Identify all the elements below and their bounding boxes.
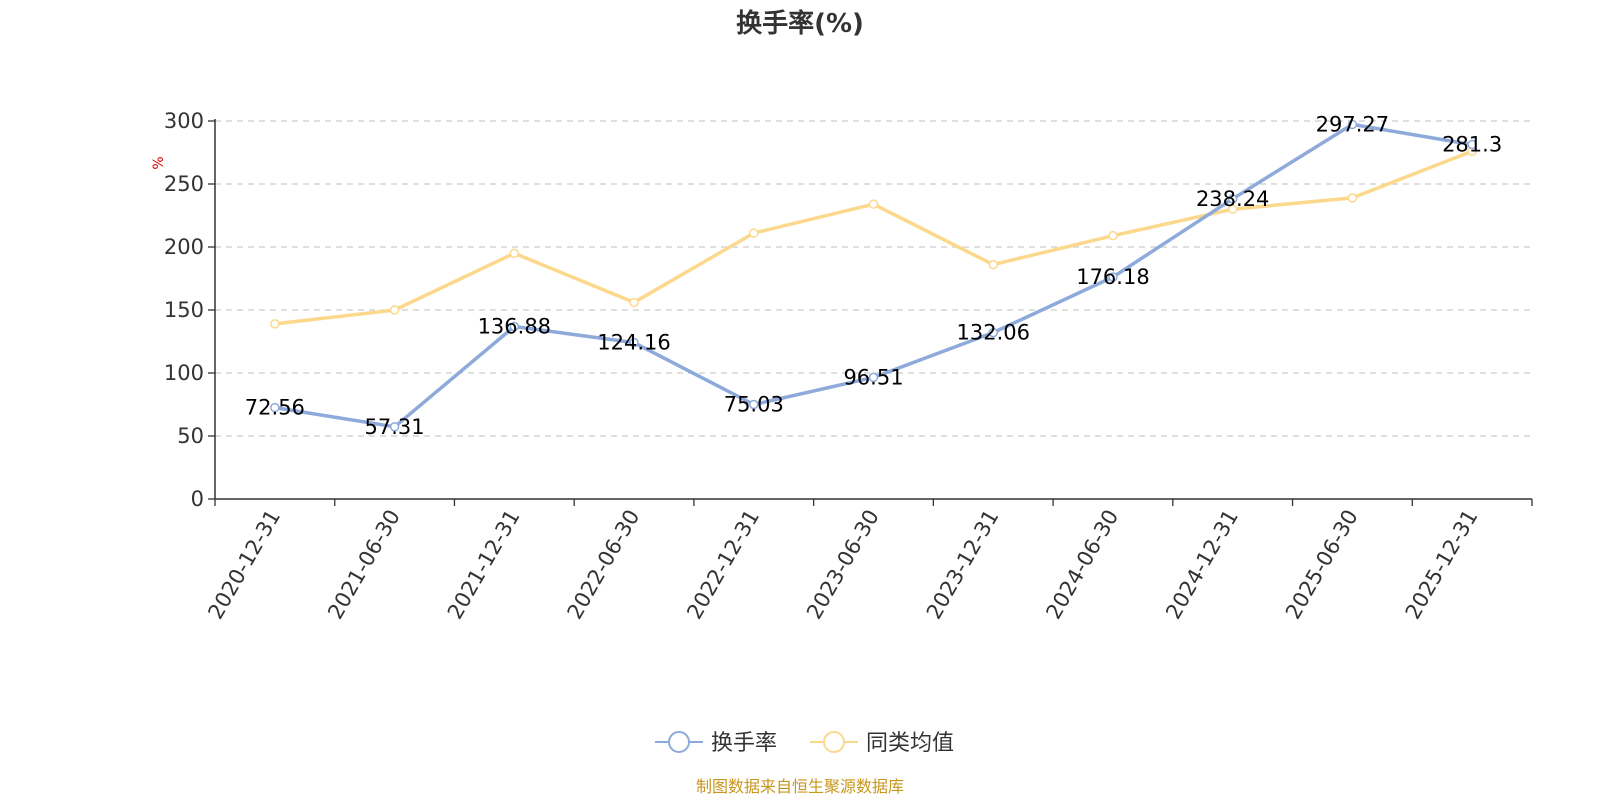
legend-item-series-turnover[interactable]: 换手率	[655, 731, 777, 756]
series-peer-point-7[interactable]	[1109, 232, 1117, 240]
y-tick-label-250: 250	[164, 172, 204, 196]
data-label-3: 124.16	[597, 331, 670, 355]
data-label-1: 57.31	[365, 415, 425, 439]
series-peer-point-6[interactable]	[989, 261, 997, 269]
series-peer-point-1[interactable]	[391, 306, 399, 314]
chart-title: 换手率(%)	[736, 8, 864, 39]
series-peer-point-0[interactable]	[271, 320, 279, 328]
legend-marker-series-turnover	[669, 732, 689, 752]
data-label-9: 297.27	[1316, 112, 1389, 136]
x-tick-label-2022-12-31: 2022-12-31	[682, 506, 764, 624]
x-tick-label-2023-06-30: 2023-06-30	[802, 506, 884, 624]
legend-label-series-turnover: 换手率	[711, 731, 777, 756]
x-tick-label-2025-12-31: 2025-12-31	[1401, 506, 1483, 624]
x-tick-label-2024-06-30: 2024-06-30	[1041, 506, 1123, 624]
data-label-6: 132.06	[956, 321, 1029, 345]
y-tick-label-200: 200	[164, 235, 204, 259]
x-tick-label-2024-12-31: 2024-12-31	[1161, 506, 1243, 624]
x-tick-label-2021-12-31: 2021-12-31	[443, 506, 525, 624]
y-tick-label-150: 150	[164, 298, 204, 322]
series-peer-point-5[interactable]	[870, 200, 878, 208]
y-tick-label-100: 100	[164, 361, 204, 385]
series-peer-point-2[interactable]	[510, 249, 518, 257]
data-label-0: 72.56	[245, 396, 305, 420]
data-label-5: 96.51	[843, 365, 903, 389]
series-peer-line	[275, 151, 1472, 324]
series-peer-point-9[interactable]	[1348, 194, 1356, 202]
data-label-4: 75.03	[724, 392, 784, 416]
data-label-2: 136.88	[478, 315, 551, 339]
x-tick-label-2021-06-30: 2021-06-30	[323, 506, 405, 624]
data-labels: 72.56 57.31 136.88 124.16 75.03 96.51 132.06 17…	[245, 112, 1502, 438]
data-label-8: 238.24	[1196, 187, 1269, 211]
legend-marker-series-peer	[824, 732, 844, 752]
y-tick-label-300: 300	[164, 109, 204, 133]
x-tick-label-2023-12-31: 2023-12-31	[922, 506, 1004, 624]
data-source-note: 制图数据来自恒生聚源数据库	[696, 777, 904, 796]
series-peer-point-3[interactable]	[630, 298, 638, 306]
legend[interactable]: 换手率 同类均值	[655, 731, 954, 756]
data-label-7: 176.18	[1076, 265, 1149, 289]
y-tick-label-50: 50	[177, 424, 204, 448]
x-tick-label-2020-12-31: 2020-12-31	[203, 506, 285, 624]
series-peer-point-4[interactable]	[750, 229, 758, 237]
data-label-10: 281.3	[1442, 133, 1502, 157]
x-tick-label-2022-06-30: 2022-06-30	[563, 506, 645, 624]
x-tick-label-2025-06-30: 2025-06-30	[1281, 506, 1363, 624]
y-tick-label-0: 0	[191, 487, 204, 511]
legend-label-series-peer: 同类均值	[866, 731, 954, 756]
legend-item-series-peer[interactable]: 同类均值	[810, 731, 954, 756]
y-axis-unit-label: %	[151, 156, 167, 169]
